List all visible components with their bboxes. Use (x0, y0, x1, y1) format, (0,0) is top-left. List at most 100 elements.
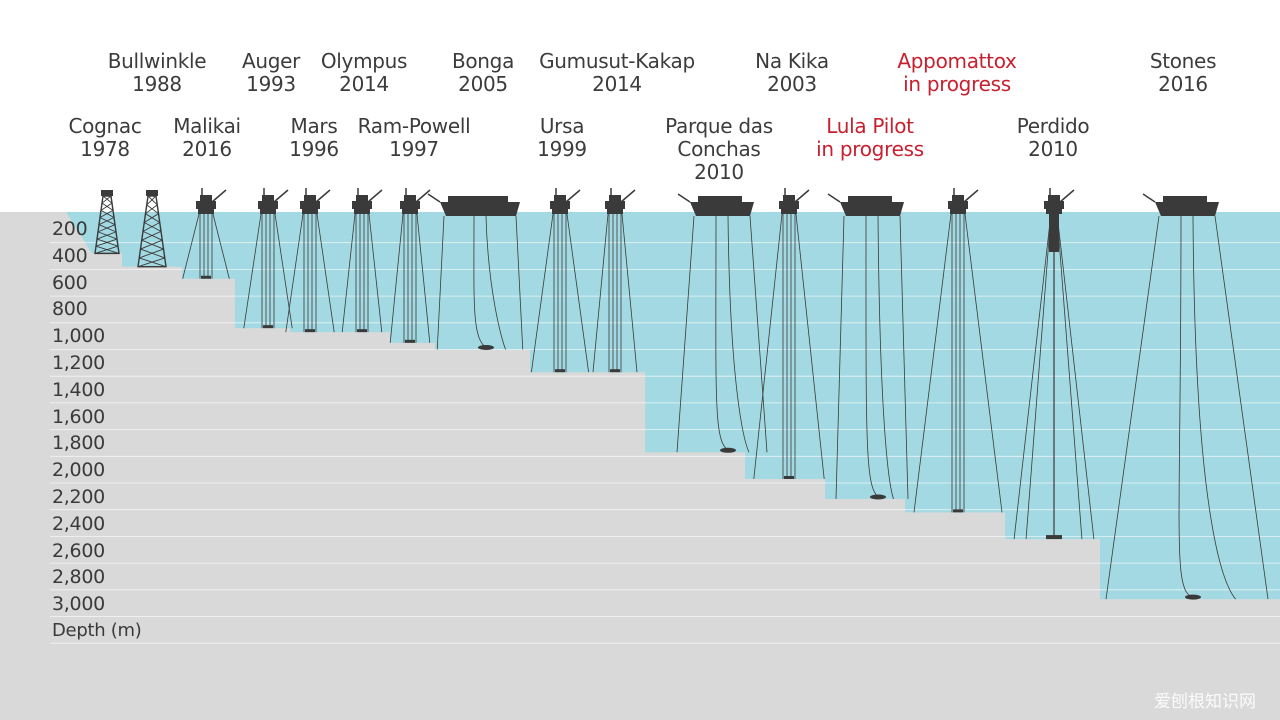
tlp-deck (352, 201, 372, 209)
structure-name: Perdido (1016, 114, 1090, 138)
foundation (405, 339, 415, 343)
fpso-mooring (515, 215, 524, 350)
jacket-brace (96, 231, 117, 240)
fpso-mooring (1214, 215, 1269, 600)
jacket-brace (95, 238, 118, 247)
fpso-riser (877, 215, 894, 500)
tendon (243, 213, 262, 329)
fpso-topsides (698, 196, 742, 202)
depth-tick-label: 1,600 (52, 405, 105, 428)
structure-name: Bullwinkle (107, 49, 207, 73)
structure-label: Stones 2016 (1150, 50, 1217, 96)
fpso-topsides (848, 196, 892, 202)
jacket-brace (99, 209, 114, 218)
spar-hull (1049, 214, 1059, 252)
tlp-hull (402, 209, 418, 214)
tendon (795, 213, 825, 480)
tendon (182, 213, 200, 279)
subsea-template (870, 494, 886, 500)
structure-name: Cognac (68, 114, 142, 138)
tlp-hull (260, 209, 276, 214)
tlp-boom (565, 189, 581, 203)
semi-deck (779, 201, 799, 209)
subsea-template (720, 447, 736, 453)
tlp-deck (550, 201, 570, 209)
tlp-module (554, 195, 566, 201)
depth-tick-label: 2,000 (52, 459, 105, 482)
spar-mooring (1013, 221, 1051, 540)
spar-hull (1046, 209, 1062, 214)
depth-tick-label: 600 (52, 271, 88, 294)
jacket-brace (144, 222, 162, 232)
jacket-brace (146, 204, 159, 215)
tlp-boom (315, 189, 331, 203)
fpso-flare (427, 193, 441, 203)
tlp-deck (258, 201, 278, 209)
tlp-module (304, 195, 316, 201)
structure-name: Bonga (451, 49, 515, 73)
structure-label: Perdido 2010 (1017, 115, 1090, 161)
tendon (368, 213, 383, 333)
structure-label: Appomattox in progress (897, 49, 1017, 96)
tendon (285, 213, 304, 333)
structure-label: Auger 1993 (242, 50, 300, 96)
tlp-boom (415, 189, 431, 203)
jacket-brace (142, 230, 163, 241)
jacket-brace (144, 213, 159, 223)
depth-tick-label: 1,400 (52, 378, 105, 401)
structure-name: Appomattox (897, 49, 1017, 73)
spar-boom (1059, 189, 1075, 203)
foundation (555, 369, 565, 373)
depth-tick-label: 2,600 (52, 539, 105, 562)
foundation (357, 329, 367, 333)
semi-boom (963, 189, 979, 203)
structure-label: Bonga 2005 (452, 50, 514, 96)
structure-label: Lula Pilot in progress (816, 115, 924, 161)
tlp-deck (300, 201, 320, 209)
jacket-brace (98, 217, 115, 226)
tendon (341, 213, 356, 333)
structure-name: Na Kika (755, 49, 829, 73)
fpso-mooring (749, 215, 768, 453)
fpso-riser (1178, 215, 1198, 600)
structure-label: Ram-Powell 1997 (358, 115, 471, 161)
structure-name: Parque das Conchas (665, 114, 773, 161)
depth-tick-label: 200 (52, 218, 88, 240)
jacket-brace (145, 213, 160, 223)
semi-hull (950, 209, 966, 214)
foundation (784, 476, 794, 479)
structure-name: Ram-Powell (357, 114, 471, 138)
subsea-template (1185, 594, 1201, 600)
tlp-deck (400, 201, 420, 209)
depth-tick-label: 2,400 (52, 512, 105, 535)
structure-label: Cognac 1978 (68, 115, 141, 161)
tlp-module (262, 195, 274, 201)
structure-year: 2014 (339, 72, 389, 96)
fpso-topsides (1163, 196, 1207, 202)
structure-label: Bullwinkle 1988 (108, 50, 207, 96)
tlp-hull (302, 209, 318, 214)
structure-name: Mars (290, 114, 338, 138)
watermark: 爱刨根知识网 (1154, 692, 1256, 712)
structure-year: 1988 (132, 72, 182, 96)
depth-axis-title: Depth (m) (52, 620, 142, 641)
structure-year: 2014 (592, 72, 642, 96)
structure-name: Ursa (539, 114, 585, 138)
structure-year: 1993 (246, 72, 296, 96)
spar-deck (1044, 201, 1064, 209)
jacket-brace (139, 248, 164, 259)
tlp-boom (273, 189, 289, 203)
tendon (753, 213, 783, 480)
fpso-mooring (899, 215, 909, 500)
foundation (305, 329, 315, 333)
spar-mooring (1025, 225, 1051, 540)
tlp-deck (196, 201, 216, 209)
subsea-template (1046, 535, 1062, 540)
fpso-hull (840, 202, 904, 216)
semi-module (783, 195, 795, 201)
structure-label: Ursa 1999 (537, 115, 587, 161)
fpso-hull (1155, 202, 1219, 216)
structure-year: 2010 (1028, 137, 1078, 161)
jacket-brace (101, 195, 112, 204)
tlp-hull (198, 209, 214, 214)
